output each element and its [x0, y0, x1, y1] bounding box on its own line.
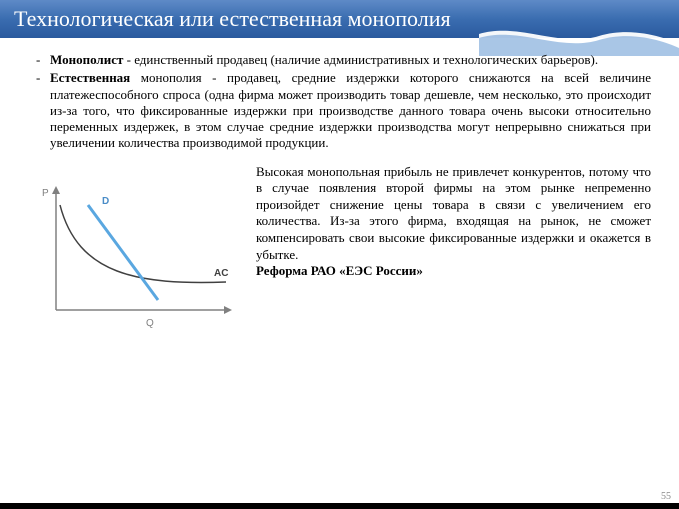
curve-label-ac: AC: [214, 268, 228, 279]
curve-label-d: D: [102, 196, 109, 207]
slide-header: Технологическая или естественная монопол…: [0, 0, 679, 38]
bullet-lead: Монополист: [50, 52, 123, 67]
slide: Технологическая или естественная монопол…: [0, 0, 679, 503]
axis-label-p: P: [42, 188, 49, 199]
bullet-lead: Естественная: [50, 70, 130, 85]
bullet-list-region: Монополист - единственный продавец (нали…: [0, 38, 679, 152]
bullet-item: Естественная монополия - продавец, средн…: [36, 70, 651, 151]
bullet-list: Монополист - единственный продавец (нали…: [28, 52, 651, 152]
right-paragraph-body: Высокая монопольная прибыль не привлечет…: [256, 164, 651, 262]
page-number: 55: [661, 492, 671, 501]
bullet-item: Монополист - единственный продавец (нали…: [36, 52, 651, 68]
bullet-text: - единственный продавец (наличие админис…: [123, 52, 598, 67]
demand-ac-chart: P Q D AC: [28, 180, 238, 330]
lower-region: P Q D AC Высокая монопольная прибыль не …: [0, 154, 679, 330]
bullet-text: монополия - продавец, средние издержки к…: [50, 70, 651, 150]
axis-label-q: Q: [146, 318, 154, 329]
right-paragraph-bold: Реформа РАО «ЕЭС России»: [256, 263, 423, 278]
right-paragraph: Высокая монопольная прибыль не привлечет…: [256, 164, 651, 330]
